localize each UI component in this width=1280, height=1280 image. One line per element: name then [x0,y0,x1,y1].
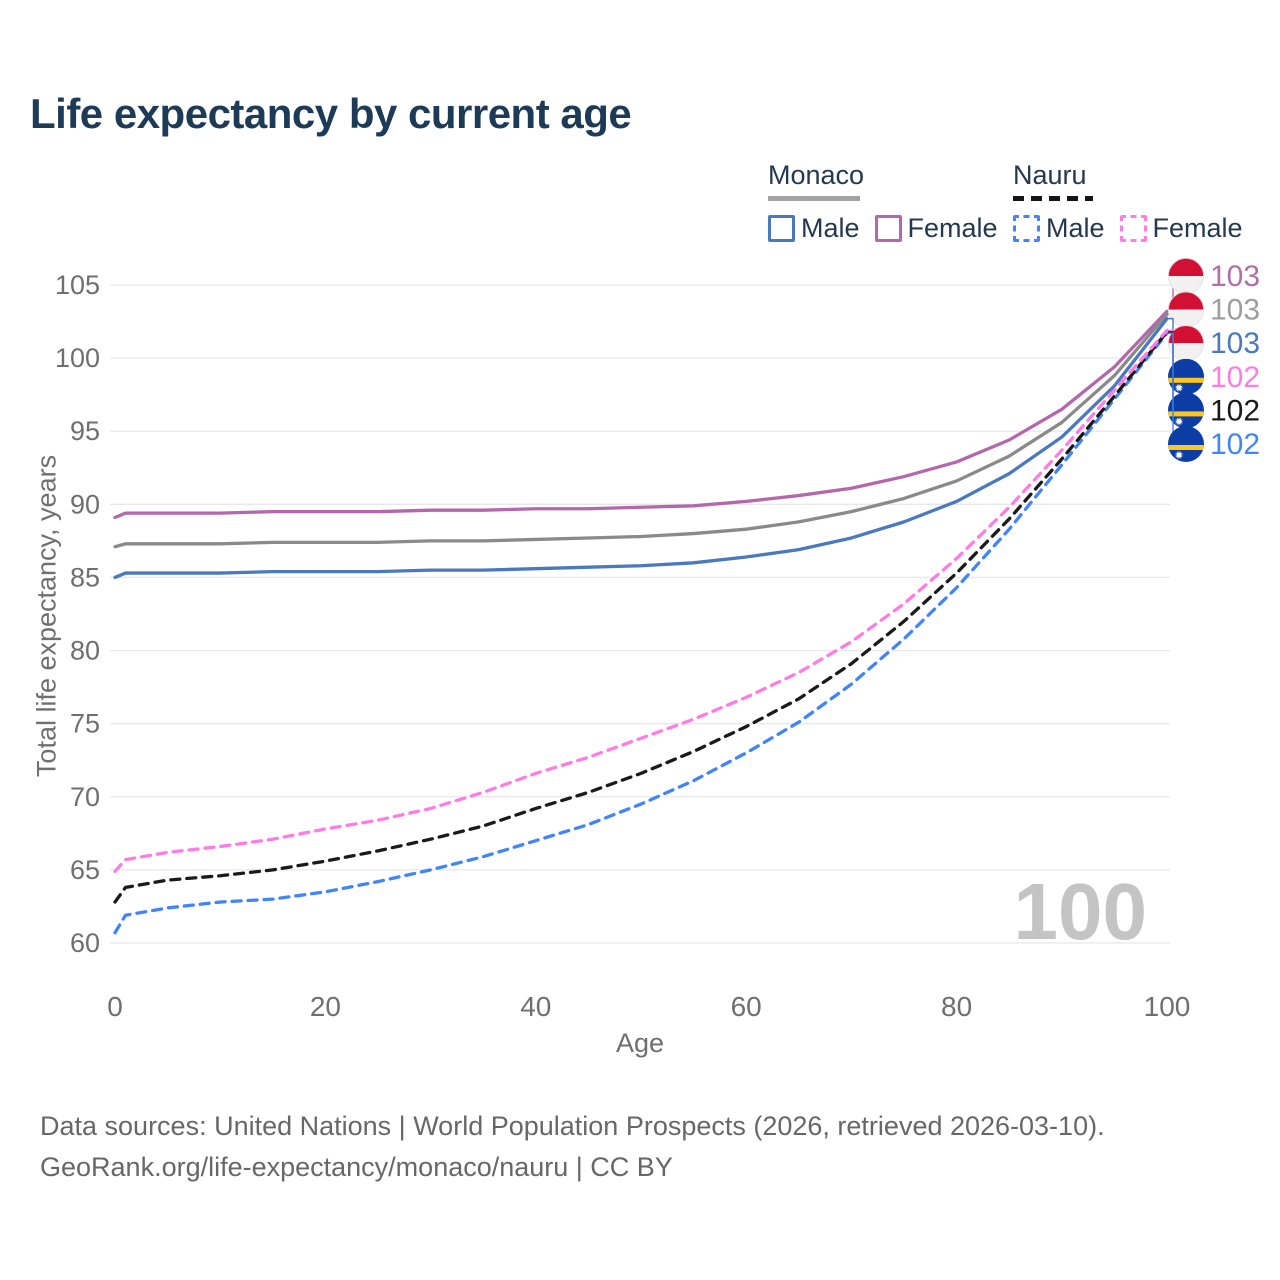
x-tick-label: 40 [520,991,551,1022]
x-axis-title: Age [615,1028,665,1058]
y-tick-label: 60 [70,928,100,958]
legend-toggle-monaco-female[interactable]: Female [874,213,998,244]
monaco-male-label: Male [801,213,860,243]
y-tick-label: 75 [70,709,100,739]
legend-toggle-nauru-male[interactable]: Male [1013,213,1105,244]
end-value-label: 103 [1210,260,1260,293]
chart-footer: Data sources: United Nations | World Pop… [40,1106,1105,1188]
x-tick-label: 20 [310,991,341,1022]
attribution-line: GeoRank.org/life-expectancy/monaco/nauru… [40,1152,673,1182]
y-axis-title: Total life expectancy, years [31,454,62,778]
monaco-female-swatch [874,215,902,242]
monaco-solid-line-key [768,196,860,201]
end-value-label: 102 [1210,428,1260,461]
nauru-flag-icon [1168,392,1204,429]
data-source-line: Data sources: United Nations | World Pop… [40,1111,1105,1141]
nauru-male-label: Male [1046,213,1105,243]
x-tick-label: 0 [107,991,123,1022]
x-tick-label: 60 [731,991,762,1022]
end-value-label: 102 [1210,394,1260,427]
monaco-female-label: Female [907,213,998,243]
series-line-nauru-male[interactable] [113,331,1169,935]
chart-title: Life expectancy by current age [30,90,632,137]
legend-monaco-label: Monaco [768,160,865,190]
legend-toggle-monaco-male[interactable]: Male [768,213,860,244]
y-tick-label: 90 [70,489,100,519]
nauru-flag-icon [1168,426,1204,462]
series-line-nauru-female[interactable] [113,328,1169,874]
y-tick-label: 105 [55,270,100,300]
nauru-male-swatch [1013,215,1040,242]
nauru-dashed-line-key [1013,196,1093,201]
series-line-nauru-both[interactable] [113,330,1169,904]
age-counter-watermark: 100 [1013,867,1147,956]
legend-group-nauru: Nauru Male Female [1013,160,1243,244]
nauru-female-label: Female [1152,213,1243,243]
legend-nauru-label: Nauru [1013,160,1087,190]
y-tick-label: 95 [70,416,100,446]
monaco-flag-icon [1168,257,1205,294]
y-tick-label: 80 [70,636,100,666]
x-tick-label: 80 [941,991,972,1022]
legend-group-monaco: Monaco Male Female [768,160,998,244]
nauru-flag-icon [1168,358,1204,395]
y-tick-label: 85 [70,562,100,592]
monaco-male-swatch [768,215,795,242]
y-tick-label: 100 [55,343,100,373]
y-tick-label: 65 [70,855,100,885]
end-value-label: 103 [1210,294,1260,327]
end-value-label: 103 [1210,327,1260,360]
series-line-monaco-female[interactable] [113,309,1169,520]
x-tick-label: 100 [1144,991,1191,1022]
end-value-label: 102 [1210,361,1260,394]
nauru-female-swatch [1119,215,1147,242]
monaco-flag-icon [1168,291,1205,328]
series-line-monaco-male[interactable] [113,316,1169,580]
y-tick-label: 70 [70,782,100,812]
legend-toggle-nauru-female[interactable]: Female [1119,213,1243,244]
series-line-monaco-both[interactable] [113,312,1169,549]
